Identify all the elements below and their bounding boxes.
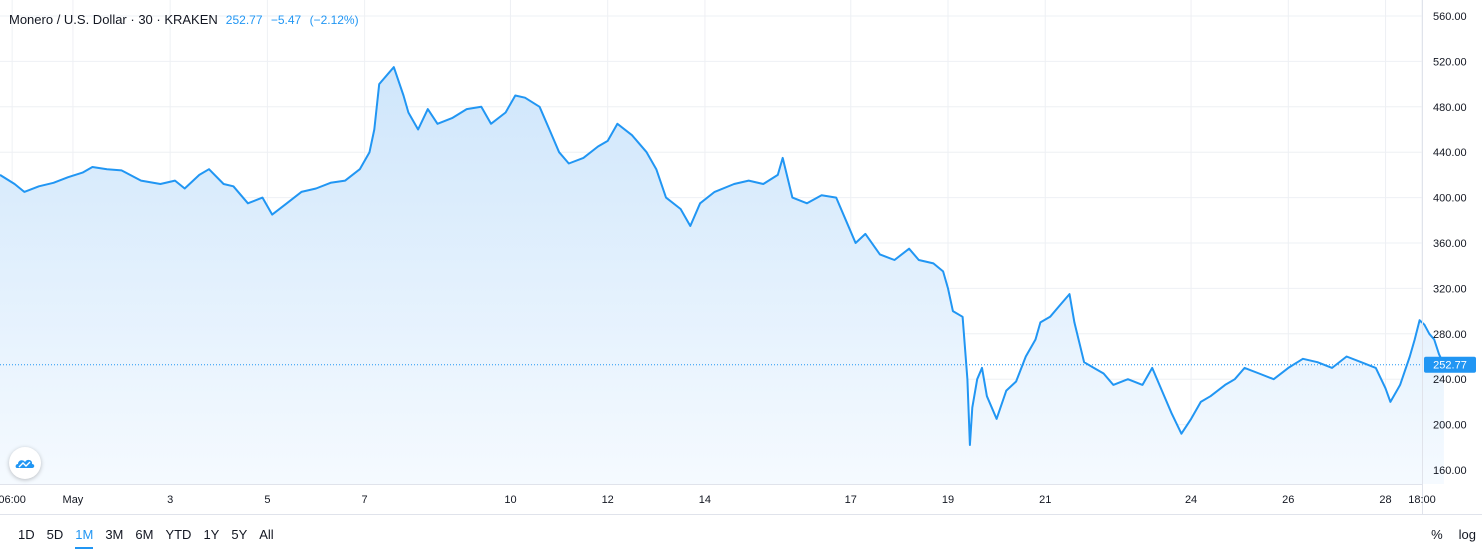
x-tick-label: 18:00 — [1408, 494, 1436, 506]
x-tick-label: 3 — [167, 494, 173, 506]
range-button-5d[interactable]: 5D — [46, 527, 64, 542]
log-scale-toggle[interactable]: log — [1458, 527, 1476, 542]
range-button-ytd[interactable]: YTD — [165, 527, 192, 542]
price-chart: 560.00 520.00 480.00 440.00 400.00 360.00 320.… — [0, 0, 1476, 514]
x-tick-label: 17 — [845, 494, 857, 506]
y-tick-label: 240.00 — [1433, 374, 1467, 386]
range-button-1m[interactable]: 1M — [69, 527, 99, 549]
y-tick-label: 280.00 — [1433, 329, 1467, 341]
change-percent: (−2.12%) — [309, 13, 359, 27]
range-button-1y[interactable]: 1Y — [203, 527, 220, 542]
last-value: 252.77 — [225, 13, 263, 27]
y-tick-label: 560.00 — [1433, 11, 1467, 23]
x-tick-label: 21 — [1039, 494, 1051, 506]
date-range-selector: 1D 5D 1M 3M 6M YTD 1Y 5Y All — [12, 527, 280, 549]
x-tick-label: 7 — [362, 494, 368, 506]
last-price-label: 252.77 — [1433, 360, 1467, 372]
x-tick-label: 14 — [699, 494, 711, 506]
bottom-toolbar: 1D 5D 1M 3M 6M YTD 1Y 5Y All % log — [0, 514, 1482, 553]
y-tick-label: 200.00 — [1433, 420, 1467, 432]
legend-values: 252.77 −5.47 (−2.12%) — [226, 13, 364, 27]
y-tick-label: 160.00 — [1433, 465, 1467, 477]
price-area-fill — [0, 67, 1444, 484]
x-tick-label: 24 — [1185, 494, 1197, 506]
price-line — [0, 66, 1445, 446]
x-tick-label: 5 — [264, 494, 270, 506]
range-button-all[interactable]: All — [259, 527, 274, 542]
x-tick-label: 12 — [602, 494, 614, 506]
scale-options: % log — [1431, 527, 1476, 542]
y-tick-label: 520.00 — [1433, 56, 1467, 68]
x-tick-label: May — [63, 494, 84, 506]
change-value: −5.47 — [270, 13, 302, 27]
tradingview-logo-button[interactable] — [9, 447, 41, 479]
y-tick-label: 400.00 — [1433, 193, 1467, 205]
range-button-6m[interactable]: 6M — [135, 527, 154, 542]
last-price-tag: 252.77 — [1424, 356, 1476, 373]
symbol-title[interactable]: Monero / U.S. Dollar · 30 · KRAKEN — [9, 12, 218, 27]
time-axis[interactable]: 06:00 May 3 5 7 10 12 14 17 19 21 24 26 28 18:00 — [0, 494, 1436, 506]
x-tick-label: 19 — [942, 494, 954, 506]
range-button-5y[interactable]: 5Y — [231, 527, 248, 542]
y-tick-label: 480.00 — [1433, 102, 1467, 114]
range-button-3m[interactable]: 3M — [105, 527, 124, 542]
cloud-logo-icon — [15, 459, 35, 468]
y-tick-label: 360.00 — [1433, 238, 1467, 250]
y-tick-label: 440.00 — [1433, 147, 1467, 159]
y-tick-label: 320.00 — [1433, 283, 1467, 295]
chart-legend: Monero / U.S. Dollar · 30 · KRAKEN 252.7… — [9, 12, 364, 27]
price-axis[interactable]: 560.00 520.00 480.00 440.00 400.00 360.00 320.… — [1433, 11, 1467, 477]
range-button-1d[interactable]: 1D — [18, 527, 35, 542]
x-tick-label: 06:00 — [0, 494, 26, 506]
percent-scale-toggle[interactable]: % — [1431, 527, 1443, 542]
x-tick-label: 26 — [1282, 494, 1294, 506]
x-tick-label: 28 — [1379, 494, 1391, 506]
x-tick-label: 10 — [504, 494, 516, 506]
